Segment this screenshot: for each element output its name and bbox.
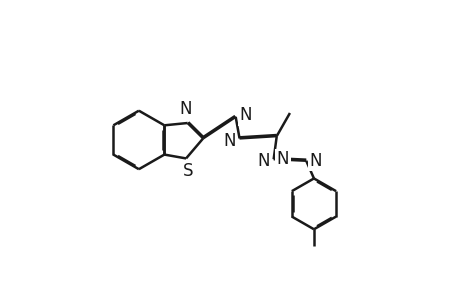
Text: N: N [223,133,235,151]
Text: N: N [276,150,289,168]
Text: N: N [308,152,321,170]
Text: N: N [257,152,269,170]
Text: N: N [239,106,252,124]
Text: S: S [182,162,192,180]
Text: N: N [179,100,192,118]
